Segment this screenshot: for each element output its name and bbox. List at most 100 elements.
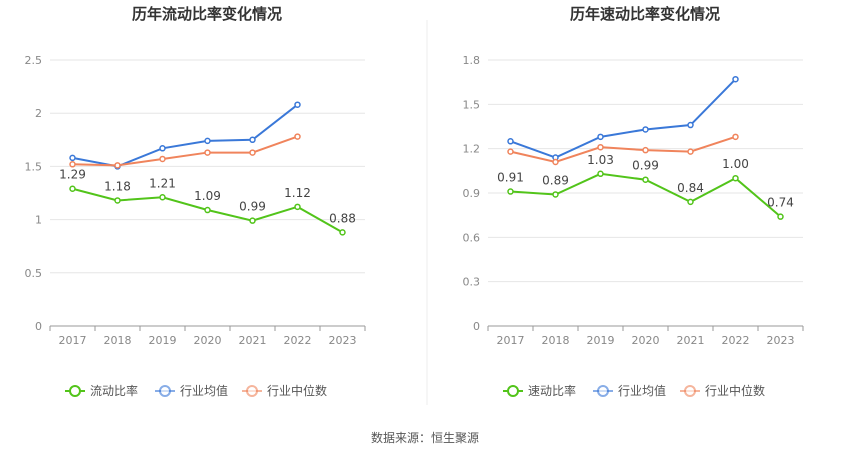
- data-point: [642, 126, 649, 133]
- data-label: 0.74: [767, 196, 794, 210]
- data-point: [159, 194, 166, 201]
- data-label: 1.21: [149, 176, 176, 190]
- data-label: 0.99: [239, 200, 266, 214]
- legend-label: 行业中位数: [705, 383, 765, 398]
- data-point: [597, 143, 604, 151]
- y-tick-label: 1.5: [463, 98, 481, 111]
- data-point: [687, 198, 694, 206]
- x-tick-label: 2022: [722, 334, 750, 347]
- data-label: 1.18: [104, 179, 131, 193]
- legend-label: 流动比率: [90, 383, 138, 398]
- series-line: [72, 103, 299, 168]
- legend-label: 行业均值: [180, 383, 228, 398]
- data-point: [294, 133, 301, 140]
- data-point: [339, 229, 346, 236]
- x-tick-label: 2017: [59, 334, 87, 347]
- y-tick-label: 0.9: [463, 187, 481, 200]
- data-point: [69, 185, 76, 192]
- y-tick-label: 1.5: [25, 160, 43, 173]
- y-tick-label: 1.8: [463, 54, 481, 67]
- data-label: 0.89: [542, 173, 569, 187]
- chart-2: 历年速动比率变化情况 0 0.3 0.6 0.9 1.2 1.5 1.8 2017 2018 201…: [463, 5, 804, 398]
- legend-marker: [246, 385, 258, 397]
- data-point: [294, 101, 301, 108]
- data-label: 0.84: [677, 181, 704, 195]
- data-label: 1.03: [587, 153, 614, 167]
- legend-marker: [684, 385, 696, 397]
- data-point: [687, 148, 694, 155]
- y-tick-label: 1.2: [463, 143, 481, 156]
- y-tick-label: 1: [35, 214, 42, 227]
- data-point: [159, 155, 166, 163]
- legend-label: 行业中位数: [267, 383, 327, 398]
- legend-marker: [507, 385, 519, 397]
- data-point: [204, 149, 211, 156]
- chart-1: 历年流动比率变化情况 0 0.5 1 1.5 2 2.5 2017 2018 2019 2020 20…: [25, 5, 366, 398]
- x-tick-label: 2020: [194, 334, 222, 347]
- y-tick-label: 0.5: [25, 267, 43, 280]
- data-point: [732, 75, 739, 83]
- data-point: [69, 161, 76, 168]
- series-line: [510, 78, 737, 159]
- data-point: [642, 146, 649, 154]
- data-point: [642, 176, 649, 183]
- data-point: [687, 121, 694, 129]
- data-point: [249, 136, 256, 144]
- legend-label: 速动比率: [528, 383, 576, 398]
- data-label: 0.88: [329, 211, 356, 225]
- data-point: [159, 145, 166, 152]
- data-label: 0.99: [632, 159, 659, 173]
- y-tick-label: 0: [35, 320, 42, 333]
- x-tick-label: 2020: [632, 334, 660, 347]
- legend-label: 行业均值: [618, 383, 666, 398]
- x-tick-label: 2021: [239, 334, 267, 347]
- data-point: [597, 133, 604, 141]
- data-point: [69, 154, 76, 162]
- data-point: [552, 191, 559, 198]
- data-point: [507, 138, 514, 145]
- data-point: [204, 206, 211, 214]
- data-point: [249, 149, 256, 156]
- data-point: [732, 133, 739, 141]
- data-point: [204, 137, 211, 145]
- data-point: [507, 188, 514, 195]
- x-tick-label: 2018: [542, 334, 570, 347]
- x-tick-label: 2017: [497, 334, 525, 347]
- data-label: 1.00: [722, 157, 749, 171]
- data-point: [114, 162, 121, 169]
- legend-marker: [69, 385, 81, 397]
- series-line: [72, 135, 298, 167]
- y-tick-label: 0.3: [463, 276, 481, 289]
- x-tick-label: 2023: [329, 334, 357, 347]
- data-point: [552, 158, 559, 166]
- y-tick-label: 2: [35, 107, 42, 120]
- data-point: [597, 170, 604, 178]
- data-label: 1.09: [194, 189, 221, 203]
- x-tick-label: 2019: [149, 334, 177, 347]
- data-point: [249, 217, 256, 224]
- x-tick-label: 2023: [767, 334, 795, 347]
- y-tick-label: 0: [473, 320, 480, 333]
- chart-title: 历年速动比率变化情况: [570, 5, 720, 23]
- legend-marker: [597, 385, 609, 397]
- x-tick-label: 2019: [587, 334, 615, 347]
- data-label: 1.12: [284, 186, 311, 200]
- data-point: [294, 203, 301, 211]
- x-tick-label: 2021: [677, 334, 705, 347]
- series-line: [510, 135, 736, 164]
- y-tick-label: 2.5: [25, 54, 43, 67]
- data-label: 1.29: [59, 168, 86, 182]
- x-tick-label: 2018: [104, 334, 132, 347]
- data-label: 0.91: [497, 171, 524, 185]
- legend-marker: [159, 385, 171, 397]
- data-point: [777, 213, 784, 220]
- chart-title: 历年流动比率变化情况: [132, 5, 282, 23]
- x-tick-label: 2022: [284, 334, 312, 347]
- data-point: [732, 174, 739, 182]
- data-point: [114, 197, 121, 204]
- data-source-note: 数据来源：恒生聚源: [371, 430, 479, 445]
- data-point: [507, 148, 514, 155]
- y-tick-label: 0.6: [463, 231, 481, 244]
